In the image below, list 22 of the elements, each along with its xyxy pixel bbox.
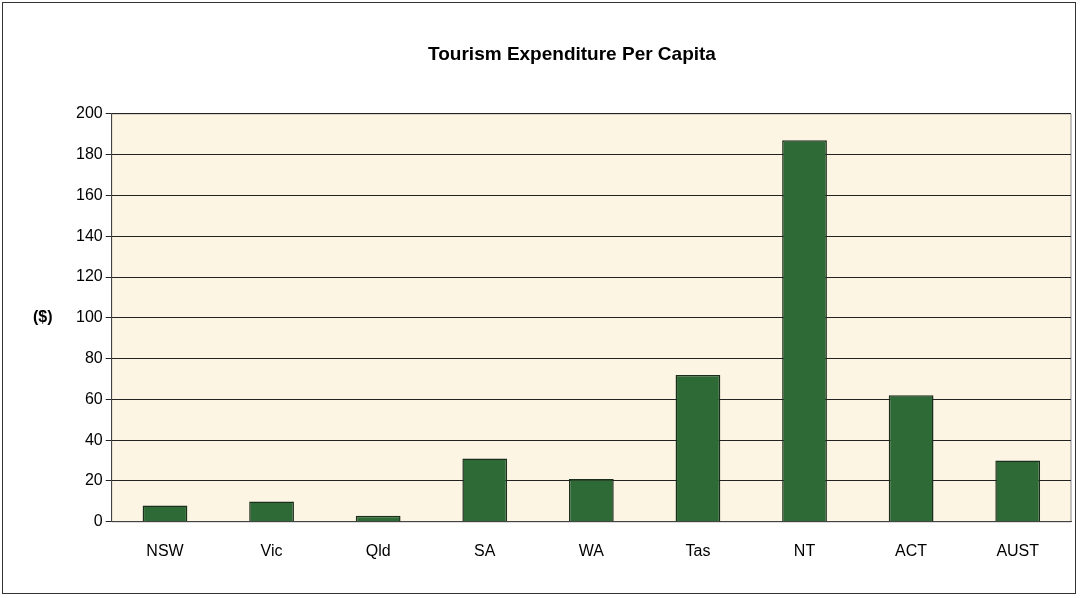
y-tick-label: 80 (84, 349, 103, 367)
x-tick-label: Vic (260, 541, 283, 559)
y-axis-title: ($) (33, 308, 53, 326)
y-tick-label: 100 (75, 308, 103, 326)
y-tick-label: 40 (84, 430, 103, 448)
x-tick-label: Tas (685, 541, 711, 559)
x-tick-label: SA (474, 541, 496, 559)
chart-title: Tourism Expenditure Per Capita (428, 42, 717, 64)
x-tick-label: WA (578, 541, 605, 559)
y-tick-label: 160 (75, 185, 103, 203)
x-tick-label: NT (793, 541, 816, 559)
y-tick-label: 120 (75, 267, 103, 285)
y-tick-label: 20 (84, 471, 103, 489)
y-tick-label: 200 (75, 104, 103, 122)
x-tick-label: NSW (146, 541, 185, 559)
x-tick-label: Qld (365, 541, 391, 559)
x-tick-label: ACT (895, 541, 928, 559)
y-tick-label: 180 (75, 145, 103, 163)
y-tick-label: 140 (75, 226, 103, 244)
y-tick-label: 0 (93, 512, 103, 530)
y-tick-label: 60 (84, 389, 103, 407)
x-tick-label: AUST (996, 541, 1040, 559)
